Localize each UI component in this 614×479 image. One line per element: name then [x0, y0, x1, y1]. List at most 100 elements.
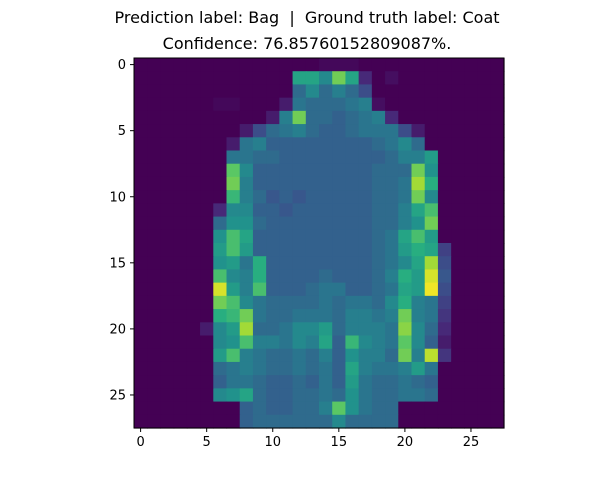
heatmap-cell [424, 243, 439, 257]
heatmap-cell [464, 256, 479, 271]
heatmap-cell [371, 361, 386, 376]
heatmap-cell [292, 361, 307, 376]
heatmap-cell [437, 190, 452, 204]
heatmap-cell [319, 97, 333, 112]
heatmap-cell [252, 137, 267, 152]
x-tick-label: 25 [463, 435, 480, 450]
heatmap-cell [477, 414, 492, 429]
heatmap-cell [134, 282, 148, 297]
heatmap-cell [490, 414, 505, 429]
heatmap-cell [213, 388, 228, 403]
heatmap-cell [477, 190, 492, 204]
heatmap-cell [252, 229, 267, 244]
heatmap-cell [279, 335, 294, 350]
heatmap-cell [437, 322, 452, 337]
heatmap-cell [464, 58, 479, 72]
heatmap-cell [319, 216, 333, 231]
heatmap-cell [186, 282, 201, 297]
heatmap-cell [213, 414, 228, 429]
heatmap-cell [147, 322, 162, 337]
heatmap-cell [266, 58, 280, 72]
heatmap-cell [239, 216, 254, 231]
heatmap-cell [411, 203, 426, 218]
heatmap-cell [226, 414, 241, 429]
heatmap-cell [252, 361, 267, 376]
heatmap-cell [451, 163, 465, 178]
heatmap-cell [371, 137, 386, 152]
heatmap-cell [385, 348, 399, 363]
heatmap-cell [147, 203, 162, 218]
heatmap-cell [398, 361, 413, 376]
heatmap-cell [226, 243, 241, 257]
heatmap-cell [266, 203, 280, 218]
heatmap-cell [186, 124, 201, 138]
heatmap-cell [451, 190, 465, 204]
heatmap-cell [319, 401, 333, 416]
heatmap-cell [424, 176, 439, 191]
heatmap-cell [477, 110, 492, 125]
heatmap-cell [186, 256, 201, 271]
x-tick-label: 5 [203, 435, 211, 450]
heatmap-cell [200, 375, 214, 389]
heatmap-cell [173, 348, 188, 363]
heatmap-cell [279, 229, 294, 244]
heatmap-cell [385, 282, 399, 297]
heatmap-cell [345, 295, 360, 310]
heatmap-cell [279, 137, 294, 152]
heatmap-cell [451, 137, 465, 152]
heatmap-cell [252, 414, 267, 429]
heatmap-cell [464, 335, 479, 350]
heatmap-cell [398, 388, 413, 403]
heatmap-cell [345, 282, 360, 297]
heatmap-cell [358, 361, 373, 376]
heatmap-cell [464, 388, 479, 403]
heatmap-cell [490, 203, 505, 218]
heatmap-cell [398, 216, 413, 231]
x-tick-label: 15 [331, 435, 348, 450]
heatmap-cell [226, 190, 241, 204]
heatmap-cell [279, 124, 294, 138]
heatmap-cell [477, 375, 492, 389]
heatmap-cell [477, 322, 492, 337]
heatmap-cell [398, 71, 413, 86]
heatmap-cell [226, 348, 241, 363]
heatmap-cell [213, 137, 228, 152]
heatmap-cell [411, 216, 426, 231]
heatmap-cell [371, 110, 386, 125]
heatmap-cell [252, 124, 267, 138]
heatmap-cell [398, 282, 413, 297]
heatmap-cell [332, 361, 347, 376]
heatmap-cell [134, 124, 148, 138]
heatmap-cell [134, 84, 148, 99]
heatmap-cell [226, 176, 241, 191]
chart-title-line-2: Confidence: 76.85760152809087%. [162, 34, 452, 53]
heatmap-cell [451, 375, 465, 389]
heatmap-cell [173, 71, 188, 86]
heatmap-cell [200, 150, 214, 165]
heatmap-cell [424, 256, 439, 271]
heatmap-cell [490, 58, 505, 72]
heatmap-cell [411, 97, 426, 112]
heatmap-cell [358, 309, 373, 323]
heatmap-cell [134, 295, 148, 310]
heatmap-cell [424, 229, 439, 244]
heatmap-cell [490, 97, 505, 112]
heatmap-cell [358, 295, 373, 310]
heatmap-cell [437, 229, 452, 244]
heatmap-cell [239, 110, 254, 125]
heatmap-cell [279, 58, 294, 72]
heatmap-cell [147, 243, 162, 257]
heatmap-cell [186, 110, 201, 125]
y-tick-label: 10 [109, 190, 126, 205]
heatmap-cell [226, 58, 241, 72]
heatmap-cell [200, 335, 214, 350]
heatmap-cell [345, 375, 360, 389]
heatmap-cell [252, 176, 267, 191]
heatmap-cell [319, 375, 333, 389]
heatmap-cell [305, 216, 320, 231]
heatmap-cell [160, 216, 175, 231]
heatmap-cell [292, 322, 307, 337]
heatmap-cell [279, 97, 294, 112]
heatmap-cell [239, 309, 254, 323]
heatmap-cell [385, 375, 399, 389]
